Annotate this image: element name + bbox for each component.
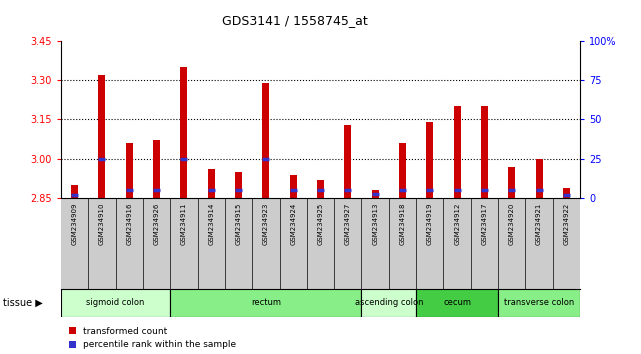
Bar [344, 125, 351, 198]
Text: GSM234924: GSM234924 [290, 203, 296, 245]
Text: cecum: cecum [443, 298, 471, 307]
Bar [481, 106, 488, 198]
Text: GSM234917: GSM234917 [481, 203, 487, 245]
Bar [498, 289, 580, 317]
Bar [399, 143, 406, 198]
Bar [262, 83, 269, 198]
Legend: transformed count, percentile rank within the sample: transformed count, percentile rank withi… [65, 323, 240, 353]
Bar [426, 122, 433, 198]
Text: GSM234916: GSM234916 [126, 203, 132, 245]
Bar [235, 172, 242, 198]
Bar [362, 289, 416, 317]
Text: GSM234922: GSM234922 [563, 203, 569, 245]
Bar [508, 167, 515, 198]
Bar [290, 175, 297, 198]
Bar [153, 141, 160, 198]
Text: GSM234910: GSM234910 [99, 203, 105, 245]
Text: rectum: rectum [251, 298, 281, 307]
Bar [181, 67, 187, 198]
Text: GSM234911: GSM234911 [181, 203, 187, 245]
Text: GSM234925: GSM234925 [317, 203, 324, 245]
Text: GSM234918: GSM234918 [399, 203, 406, 245]
Text: GSM234920: GSM234920 [509, 203, 515, 245]
Bar [71, 185, 78, 198]
Text: tissue ▶: tissue ▶ [3, 298, 43, 308]
Text: GSM234913: GSM234913 [372, 203, 378, 245]
Text: GSM234927: GSM234927 [345, 203, 351, 245]
Bar [454, 106, 460, 198]
Bar [563, 188, 570, 198]
Text: sigmoid colon: sigmoid colon [87, 298, 145, 307]
Text: GSM234914: GSM234914 [208, 203, 214, 245]
Bar [208, 169, 215, 198]
Text: transverse colon: transverse colon [504, 298, 574, 307]
Text: GSM234912: GSM234912 [454, 203, 460, 245]
Text: ascending colon: ascending colon [354, 298, 423, 307]
Bar [416, 289, 498, 317]
Text: GSM234909: GSM234909 [72, 203, 78, 245]
Text: GSM234921: GSM234921 [536, 203, 542, 245]
Bar [536, 159, 542, 198]
Bar [61, 289, 171, 317]
Bar [317, 180, 324, 198]
Bar [171, 289, 362, 317]
Bar [126, 143, 133, 198]
Bar [99, 75, 105, 198]
Text: GSM234919: GSM234919 [427, 203, 433, 245]
Bar [372, 190, 379, 198]
Text: GSM234923: GSM234923 [263, 203, 269, 245]
Text: GSM234915: GSM234915 [235, 203, 242, 245]
Text: GSM234926: GSM234926 [154, 203, 160, 245]
Text: GDS3141 / 1558745_at: GDS3141 / 1558745_at [222, 14, 368, 27]
